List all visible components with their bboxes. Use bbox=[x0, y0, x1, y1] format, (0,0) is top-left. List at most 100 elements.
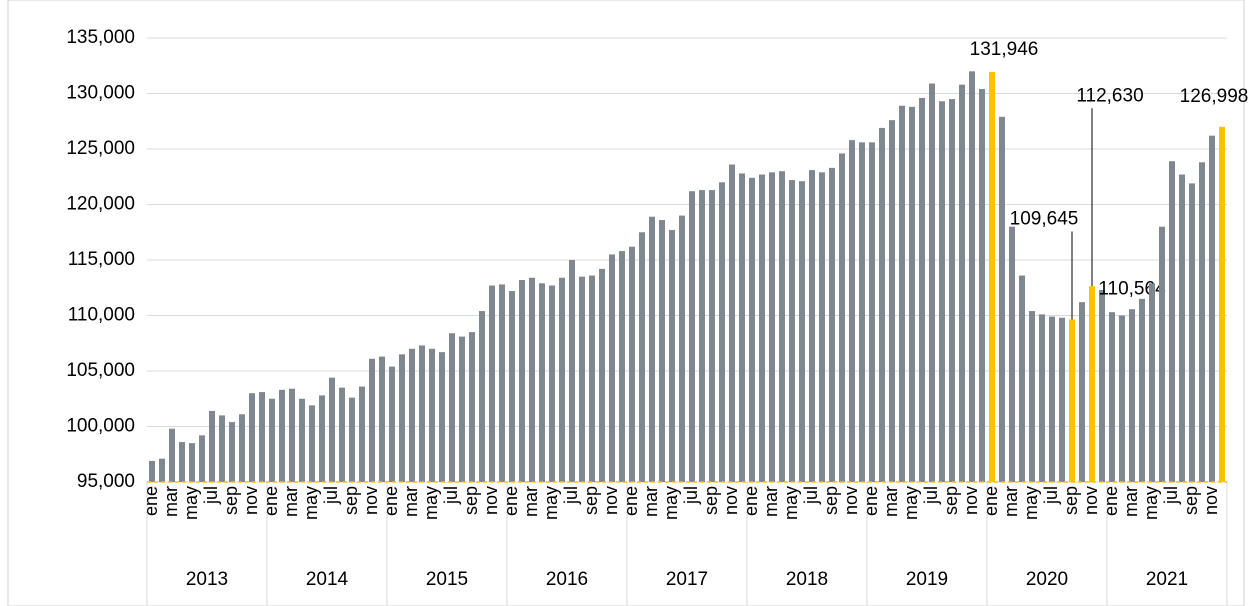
bar bbox=[939, 101, 945, 483]
bar bbox=[649, 216, 655, 482]
group-label: 2015 bbox=[426, 569, 468, 590]
bar bbox=[789, 180, 795, 482]
bar bbox=[969, 71, 975, 483]
bar bbox=[909, 106, 915, 482]
x-tick-label: ene bbox=[741, 486, 761, 516]
x-tick-label: mar bbox=[401, 486, 421, 517]
bar bbox=[449, 333, 455, 482]
x-tick-label: sep bbox=[1181, 486, 1201, 515]
y-tick-label: 100,000 bbox=[66, 416, 135, 437]
bar bbox=[179, 442, 185, 482]
group-label: 2017 bbox=[666, 569, 708, 590]
x-tick-label: jul bbox=[921, 486, 941, 505]
bar bbox=[419, 345, 425, 482]
bar bbox=[1139, 298, 1145, 482]
bar bbox=[979, 89, 985, 482]
bar bbox=[869, 142, 875, 482]
x-tick-label: sep bbox=[1061, 486, 1081, 515]
x-tick-label: may bbox=[901, 486, 921, 520]
bar bbox=[1099, 289, 1105, 482]
bar bbox=[219, 415, 225, 482]
bar bbox=[659, 220, 665, 483]
x-tick-label: nov bbox=[481, 486, 501, 515]
bar bbox=[149, 460, 155, 482]
y-tick-label: 95,000 bbox=[77, 471, 135, 492]
x-tick-label: mar bbox=[761, 486, 781, 517]
bar bbox=[739, 173, 745, 483]
bar bbox=[379, 356, 385, 482]
x-tick-label: may bbox=[181, 486, 201, 520]
bar bbox=[579, 276, 585, 482]
bar bbox=[249, 393, 255, 482]
bar bbox=[519, 279, 525, 482]
bar bbox=[1179, 174, 1185, 482]
bar bbox=[599, 268, 605, 482]
bar bbox=[809, 170, 815, 482]
bar bbox=[539, 283, 545, 482]
x-tick-label: nov bbox=[601, 486, 621, 515]
group-label: 2014 bbox=[306, 569, 349, 590]
bar bbox=[459, 336, 465, 482]
bar bbox=[1189, 183, 1195, 482]
y-tick-label: 130,000 bbox=[66, 83, 135, 104]
x-tick-label: mar bbox=[1001, 486, 1021, 517]
bar bbox=[369, 358, 375, 482]
x-tick-label: jul bbox=[561, 486, 581, 505]
bar bbox=[479, 311, 485, 482]
x-tick-label: may bbox=[301, 486, 321, 520]
data-label: 131,946 bbox=[970, 39, 1039, 60]
bar bbox=[359, 386, 365, 482]
bar bbox=[429, 348, 435, 482]
bar bbox=[229, 422, 235, 482]
bar bbox=[1109, 312, 1115, 482]
bar bbox=[759, 174, 765, 482]
bar bbox=[1029, 311, 1035, 482]
bar bbox=[529, 277, 535, 482]
bar bbox=[709, 190, 715, 482]
x-tick-label: nov bbox=[721, 486, 741, 515]
bar bbox=[439, 352, 445, 482]
bar bbox=[929, 83, 935, 482]
bar bbox=[269, 398, 275, 482]
x-tick-label: sep bbox=[461, 486, 481, 515]
bar bbox=[919, 97, 925, 482]
y-tick-label: 120,000 bbox=[66, 194, 135, 215]
bar bbox=[819, 172, 825, 482]
bar bbox=[1199, 162, 1205, 482]
chart-frame bbox=[7, 0, 1245, 606]
x-tick-label: nov bbox=[841, 486, 861, 515]
x-tick-label: nov bbox=[1201, 486, 1221, 515]
bar bbox=[499, 284, 505, 482]
bar bbox=[1019, 275, 1025, 482]
bar bbox=[1209, 135, 1215, 482]
bar bbox=[569, 260, 575, 482]
bar bbox=[349, 397, 355, 482]
bar bbox=[259, 392, 265, 482]
group-label: 2016 bbox=[546, 569, 588, 590]
bar bbox=[1129, 309, 1135, 482]
bar bbox=[309, 405, 315, 482]
bar bbox=[1149, 283, 1155, 482]
x-tick-label: may bbox=[1141, 486, 1161, 520]
bar bbox=[639, 232, 645, 482]
bar bbox=[999, 116, 1005, 482]
data-label: 126,998 bbox=[1180, 86, 1249, 107]
x-tick-label: may bbox=[421, 486, 441, 520]
bar bbox=[169, 428, 175, 482]
bar bbox=[489, 285, 495, 482]
bar bbox=[399, 354, 405, 482]
bar bbox=[769, 172, 775, 482]
bar bbox=[329, 377, 335, 482]
x-tick-label: ene bbox=[861, 486, 881, 516]
bar bbox=[1219, 126, 1225, 482]
bar bbox=[899, 105, 905, 483]
x-tick-label: mar bbox=[521, 486, 541, 517]
bar bbox=[339, 387, 345, 482]
x-tick-label: sep bbox=[821, 486, 841, 515]
x-tick-label: sep bbox=[221, 486, 241, 515]
x-tick-label: jul bbox=[201, 486, 221, 505]
bar bbox=[1069, 319, 1075, 482]
x-tick-label: may bbox=[781, 486, 801, 520]
bar bbox=[299, 398, 305, 482]
